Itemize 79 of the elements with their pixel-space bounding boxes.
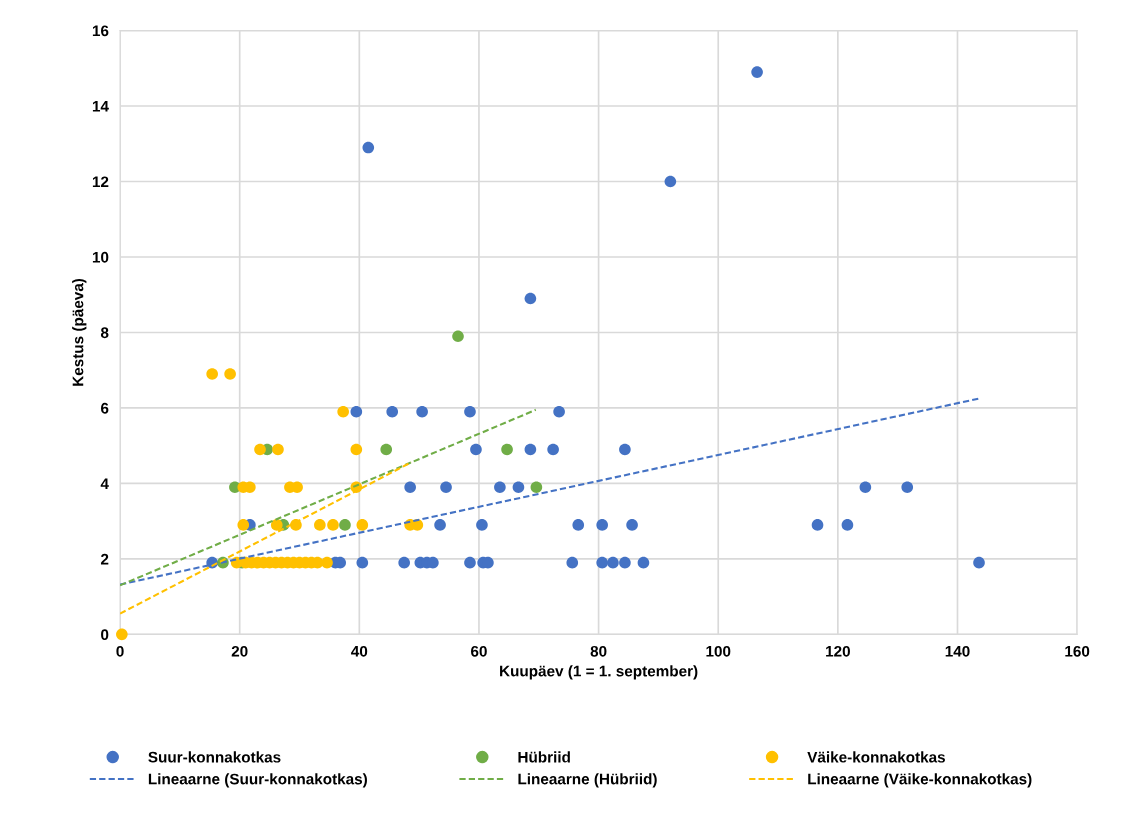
y-tick-label: 8 <box>100 327 109 339</box>
y-tick-label: 4 <box>100 478 109 489</box>
y-tick-label: 6 <box>101 402 109 414</box>
point <box>356 519 369 531</box>
point <box>524 443 537 456</box>
point <box>841 519 854 531</box>
point <box>452 330 464 343</box>
x-axis-title: Kuupäev (1 = 1. september) <box>500 665 698 680</box>
y-tick-label: 12 <box>92 176 109 188</box>
point <box>626 519 638 531</box>
y-tick-label: 0 <box>101 629 109 641</box>
point <box>434 519 446 531</box>
y-tick-label: 14 <box>92 101 109 112</box>
point <box>530 481 543 493</box>
point <box>619 556 631 569</box>
point <box>553 405 565 418</box>
point <box>566 556 579 569</box>
point <box>350 405 363 418</box>
point <box>116 628 128 641</box>
point <box>224 368 236 380</box>
legend-label: Väike-konnakotkas <box>807 751 945 763</box>
point <box>470 443 482 456</box>
point <box>321 556 333 569</box>
point <box>362 141 375 154</box>
point <box>386 405 399 418</box>
legend-label: Suur-konnakotkas <box>148 751 281 763</box>
point <box>237 519 250 531</box>
point <box>464 556 476 569</box>
point <box>811 519 824 531</box>
y-axis-title: Kestus (päeva) <box>72 278 87 386</box>
x-tick-label: 60 <box>471 645 487 657</box>
point <box>901 481 914 493</box>
x-tick-label: 40 <box>351 645 368 657</box>
point <box>464 405 476 418</box>
point <box>572 519 585 531</box>
x-tick-label: 140 <box>945 645 970 657</box>
point <box>314 519 326 531</box>
point <box>973 556 985 569</box>
point <box>327 519 339 531</box>
point <box>596 556 608 569</box>
point <box>404 481 416 493</box>
x-tick-label: 160 <box>1065 645 1090 657</box>
point <box>501 443 513 456</box>
point <box>664 175 677 188</box>
legend-label: Lineaarne (Suur-konnakotkas) <box>148 773 367 788</box>
x-tick-label: 0 <box>116 645 124 657</box>
point <box>350 443 363 456</box>
point <box>380 443 393 456</box>
point <box>596 519 608 531</box>
x-tick-label: 120 <box>826 645 850 657</box>
point <box>859 481 872 493</box>
x-tick-label: 80 <box>590 645 607 657</box>
point <box>619 443 631 456</box>
point <box>272 443 284 456</box>
legend-label: Hübriid <box>518 751 570 763</box>
point <box>751 66 763 78</box>
point <box>440 481 452 493</box>
point <box>494 481 506 493</box>
point <box>398 556 410 569</box>
point <box>512 481 525 493</box>
point <box>476 519 488 531</box>
point <box>270 519 283 531</box>
point <box>607 556 619 569</box>
point <box>254 443 266 456</box>
y-tick-label: 10 <box>92 251 109 263</box>
point <box>356 556 369 569</box>
x-tick-label: 100 <box>706 645 731 657</box>
point <box>524 292 537 305</box>
point <box>637 556 650 569</box>
legend-label: Lineaarne (Väike-konnakotkas) <box>808 773 1032 788</box>
legend-label: Lineaarne (Hübriid) <box>518 773 657 788</box>
point <box>206 368 218 380</box>
x-tick-label: 20 <box>231 645 248 657</box>
y-tick-label: 16 <box>92 25 109 37</box>
point <box>339 519 351 531</box>
point <box>547 443 559 456</box>
point <box>416 405 428 418</box>
y-tick-label: 2 <box>100 553 109 565</box>
point <box>337 405 349 418</box>
